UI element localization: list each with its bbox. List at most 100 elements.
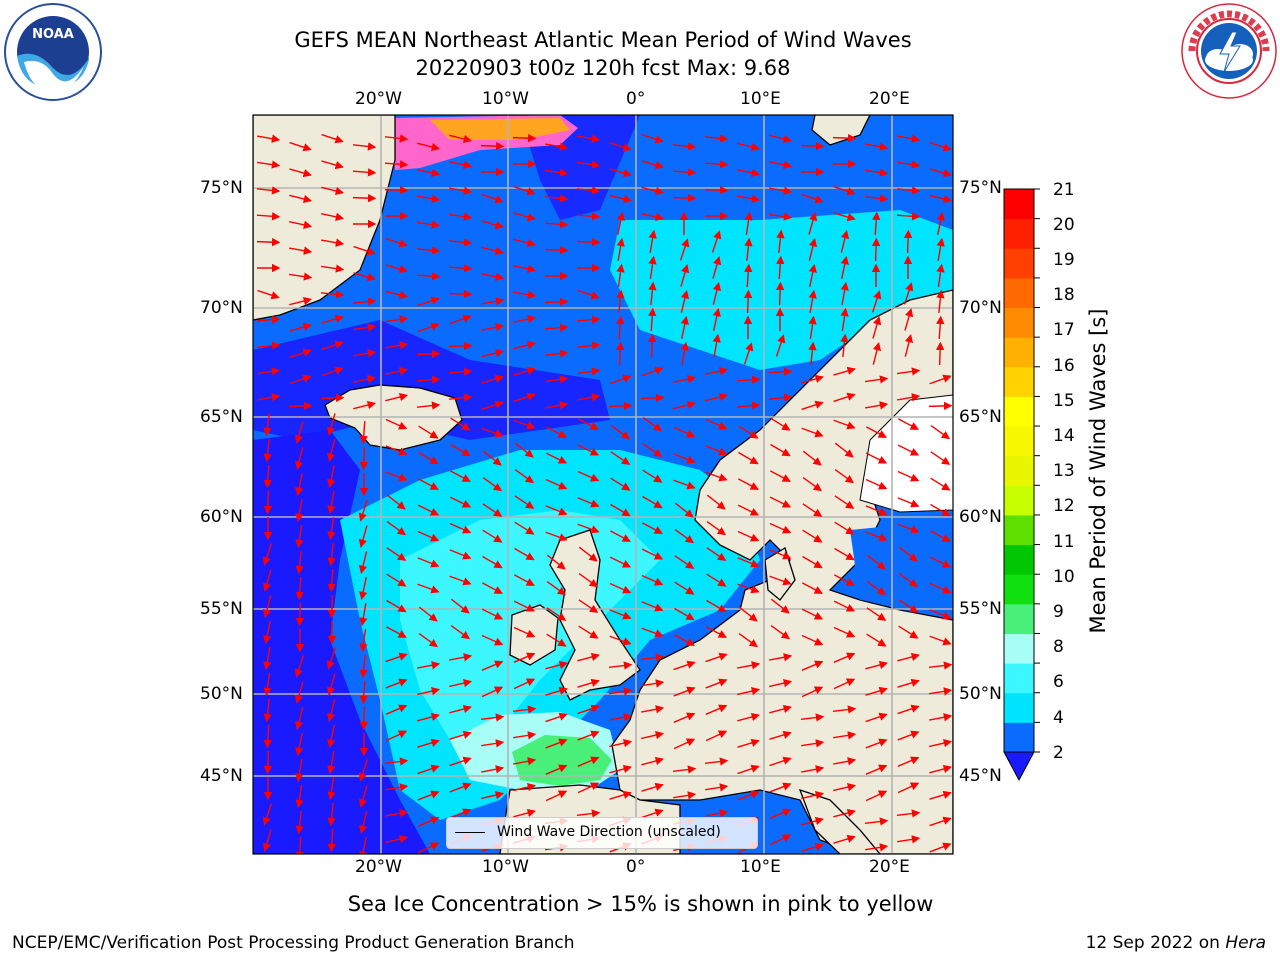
wind-wave-arrow [358, 811, 368, 835]
wind-wave-arrow [544, 194, 569, 203]
colorbar-segment [1004, 663, 1034, 694]
denmark [764, 547, 796, 601]
wind-wave-arrow [385, 626, 407, 638]
wind-wave-arrow [256, 341, 281, 350]
wind-wave-arrow [417, 764, 440, 775]
wind-wave-arrow [801, 660, 824, 671]
wind-wave-arrow [545, 452, 568, 464]
wind-wave-arrow [449, 653, 473, 662]
wind-wave-arrow [865, 712, 888, 723]
wind-wave-arrow [705, 392, 729, 402]
colorbar-tick-4: 4 [1053, 708, 1064, 728]
wind-wave-arrow [385, 237, 408, 248]
wind-wave-arrow [609, 194, 633, 204]
wind-wave-arrow [737, 504, 760, 516]
wind-wave-arrow [808, 315, 817, 339]
wind-wave-arrow [769, 704, 792, 714]
wind-wave-arrow [929, 194, 953, 204]
wind-wave-arrow [705, 367, 729, 376]
wind-wave-arrow [386, 520, 407, 536]
colorbar-segment [1004, 277, 1034, 309]
wind-wave-arrow [929, 764, 952, 774]
wind-wave-arrow [577, 289, 600, 300]
wind-wave-arrow [674, 607, 695, 621]
wind-wave-arrow [262, 569, 272, 592]
lat-label-right-55n: 55°N [959, 599, 1002, 619]
svalbard [811, 115, 871, 146]
wind-wave-arrow [512, 133, 537, 143]
wind-wave-arrow [679, 238, 690, 261]
wind-wave-arrow [737, 478, 759, 490]
nws-logo [1181, 3, 1277, 99]
wind-wave-arrow [641, 731, 665, 740]
wind-wave-arrow [448, 341, 473, 351]
wind-wave-arrow [897, 470, 920, 482]
wind-wave-arrow [385, 783, 409, 792]
wind-wave-arrow [936, 289, 945, 314]
wind-wave-arrow [705, 730, 728, 742]
wind-wave-arrow [326, 413, 336, 436]
wind-wave-arrow [801, 791, 825, 800]
lon-label-top-10w: 10°W [482, 89, 529, 109]
wind-wave-arrow [608, 661, 633, 670]
wind-wave-arrow [417, 712, 440, 722]
wind-wave-arrow [417, 194, 441, 203]
wind-wave-arrow [610, 451, 631, 465]
wind-wave-arrow [577, 418, 599, 430]
wind-wave-arrow [577, 652, 600, 662]
colorbar-segment [1004, 455, 1034, 486]
wind-wave-arrow [712, 333, 721, 357]
wind-wave-arrow [327, 568, 336, 593]
wind-wave-arrow [262, 803, 273, 826]
wind-wave-arrow [865, 738, 888, 749]
wind-wave-arrow [801, 400, 824, 411]
wind-wave-arrow [295, 525, 304, 549]
wind-wave-arrow [263, 647, 272, 671]
wind-wave-arrow [640, 393, 665, 403]
wind-wave-arrow [321, 212, 345, 221]
wind-wave-arrow [802, 503, 823, 517]
wind-wave-arrow [295, 602, 305, 627]
wind-wave-arrow [546, 580, 567, 596]
wind-wave-arrow [385, 341, 409, 350]
wind-wave-arrow [576, 809, 601, 818]
wind-wave-arrow [417, 687, 441, 696]
wind-wave-arrow [263, 750, 273, 775]
wind-wave-arrow [648, 229, 657, 253]
wind-wave-arrow [546, 554, 566, 570]
wind-wave-arrow [865, 375, 889, 384]
wind-wave-arrow [769, 212, 793, 221]
wind-wave-arrow [353, 349, 377, 358]
wind-wave-arrow [832, 705, 857, 714]
wind-wave-arrow [256, 212, 281, 221]
wind-wave-arrow [545, 660, 568, 670]
wind-wave-arrow [737, 583, 760, 594]
wind-wave-arrow [896, 212, 921, 221]
wind-wave-arrow [705, 445, 728, 456]
date-stamp: 12 Sep 2022 on Hera [1086, 933, 1266, 953]
wind-wave-arrow [294, 421, 304, 444]
wind-wave-arrow [448, 393, 473, 402]
wind-wave-arrow [513, 600, 536, 612]
wind-wave-arrow [615, 341, 625, 366]
wind-wave-arrow [321, 186, 345, 196]
wind-wave-arrow [263, 438, 272, 463]
wind-wave-arrow [544, 297, 569, 307]
wind-wave-arrow [680, 289, 690, 313]
wind-wave-arrow [449, 782, 472, 793]
wind-wave-arrow [546, 607, 567, 621]
wind-wave-arrow [482, 503, 503, 517]
wind-wave-arrow [769, 549, 792, 560]
wind-wave-arrow [482, 529, 503, 543]
wind-wave-arrow [513, 419, 536, 430]
wind-wave-arrow [737, 738, 760, 748]
wind-wave-arrow [577, 756, 600, 767]
wind-wave-arrow [417, 220, 441, 229]
wind-wave-arrow [481, 686, 504, 698]
lon-label-top-20e: 20°E [869, 89, 910, 109]
italy [798, 788, 881, 854]
wind-wave-arrow [897, 160, 921, 169]
wind-wave-arrow [705, 418, 728, 430]
wind-wave-arrow [866, 580, 887, 596]
wind-wave-arrow [704, 757, 729, 766]
